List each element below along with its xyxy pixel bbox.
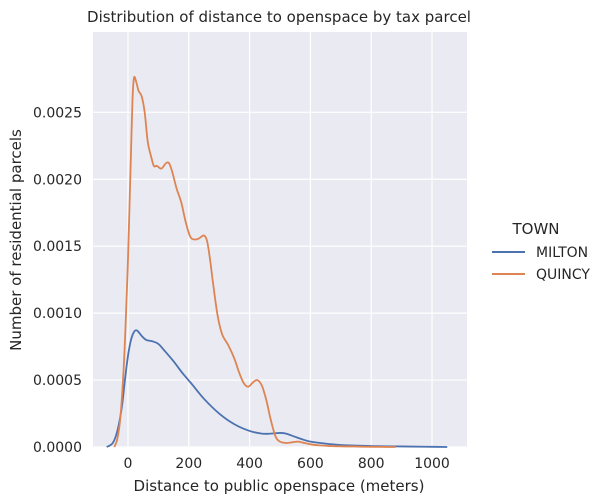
y-tick-label: 0.0005 <box>33 373 82 389</box>
legend: TOWN MILTON QUINCY <box>492 220 590 283</box>
legend-label-quincy: QUINCY <box>536 267 590 283</box>
y-axis-ticks: 0.0000 0.0005 0.0010 0.0015 0.0020 0.0025 <box>33 105 82 456</box>
x-axis-label: Distance to public openspace (meters) <box>134 477 425 495</box>
x-axis-ticks: 0 200 400 600 800 1000 <box>124 456 450 472</box>
series-line-quincy <box>113 75 396 448</box>
y-tick-label: 0.0015 <box>33 239 82 255</box>
y-tick-label: 0.0000 <box>33 440 82 456</box>
x-tick-label: 800 <box>358 456 385 472</box>
x-tick-label: 400 <box>236 456 263 472</box>
legend-title: TOWN <box>511 220 559 238</box>
x-tick-label: 0 <box>124 456 133 472</box>
series-line-milton <box>106 329 448 448</box>
x-tick-label: 200 <box>175 456 202 472</box>
grid-lines <box>93 32 467 448</box>
series-lines <box>106 75 448 448</box>
y-tick-label: 0.0010 <box>33 306 82 322</box>
y-tick-label: 0.0020 <box>33 172 82 188</box>
legend-label-milton: MILTON <box>536 245 588 261</box>
y-tick-label: 0.0025 <box>33 105 82 121</box>
x-tick-label: 600 <box>297 456 324 472</box>
plot-area <box>93 32 467 447</box>
chart-title: Distribution of distance to openspace by… <box>87 8 471 26</box>
y-axis-label: Number of residential parcels <box>7 129 25 351</box>
x-tick-label: 1000 <box>414 456 450 472</box>
